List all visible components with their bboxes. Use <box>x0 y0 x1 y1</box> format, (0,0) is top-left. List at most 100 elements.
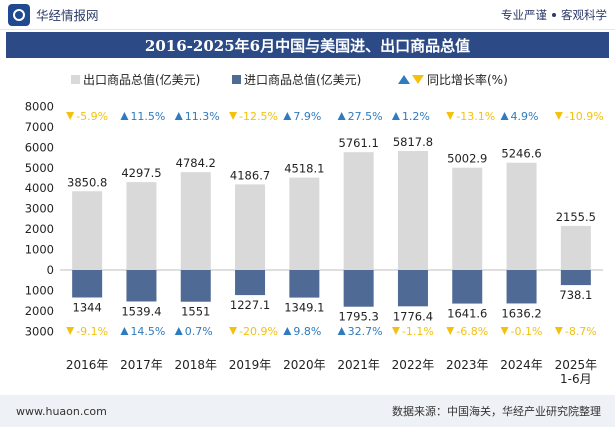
x-category-label: 2023年 <box>446 358 489 372</box>
import-value-label: 738.1 <box>559 288 592 302</box>
export-growth-label: 7.9% <box>293 110 321 123</box>
y-tick-label: 2000 <box>25 222 54 236</box>
legend-export-swatch <box>71 75 80 84</box>
export-growth-label: 27.5% <box>348 110 383 123</box>
legend-import-swatch <box>232 75 241 84</box>
import-bar <box>397 270 428 307</box>
export-growth-triangle-icon <box>391 112 400 120</box>
import-growth-label: 32.7% <box>348 325 383 338</box>
chart-title-bar: 2016-2025年6月中国与美国进、出口商品总值 <box>6 32 609 58</box>
legend-growth-label: 同比增长率(%) <box>427 72 508 87</box>
brand[interactable]: 华经情报网 <box>8 3 99 26</box>
x-category-label: 2020年 <box>283 358 326 372</box>
import-growth-triangle-icon <box>391 327 400 335</box>
import-growth-label: 0.7% <box>185 325 213 338</box>
footer-source: 数据来源：中国海关，华经产业研究院整理 <box>392 405 601 418</box>
footer-website[interactable]: www.huaon.com <box>16 404 107 418</box>
import-growth-triangle-icon <box>554 327 563 335</box>
export-bar <box>560 225 591 270</box>
import-bar <box>452 270 483 304</box>
export-growth-triangle-icon <box>337 112 346 120</box>
export-growth-label: -12.5% <box>239 110 278 123</box>
import-value-label: 1641.6 <box>447 307 487 321</box>
import-growth-label: -20.9% <box>239 325 278 338</box>
import-bar <box>289 270 320 298</box>
tag-professional: 专业严谨 <box>501 7 547 22</box>
y-tick-label: 1000 <box>25 243 54 257</box>
chart-title: 2016-2025年6月中国与美国进、出口商品总值 <box>144 36 471 55</box>
footer: www.huaon.com 数据来源：中国海关，华经产业研究院整理 <box>0 395 615 427</box>
import-value-label: 1551 <box>181 305 210 319</box>
import-value-label: 1776.4 <box>393 309 433 323</box>
export-growth-label: -5.9% <box>76 110 108 123</box>
export-bar <box>180 172 211 270</box>
export-growth-triangle-icon <box>66 112 75 120</box>
x-category-label: 2022年 <box>392 358 435 372</box>
import-growth-triangle-icon <box>337 327 346 335</box>
import-growth-triangle-icon <box>174 327 183 335</box>
x-category-label: 2017年 <box>120 358 163 372</box>
separator-dot-icon <box>552 12 556 17</box>
import-bar <box>506 270 537 304</box>
top-bar: 华经情报网 专业严谨 客观科学 <box>0 0 615 30</box>
y-tick-label: 8000 <box>25 99 54 113</box>
legend-import-label: 进口商品总值(亿美元) <box>244 72 361 87</box>
export-bar <box>452 167 483 270</box>
x-category-label: 2019年 <box>229 358 272 372</box>
import-value-label: 1795.3 <box>339 310 379 324</box>
export-bar <box>506 162 537 270</box>
export-value-label: 3850.8 <box>67 175 107 189</box>
import-value-label: 1539.4 <box>121 304 161 318</box>
import-growth-label: 14.5% <box>130 325 165 338</box>
import-value-label: 1636.2 <box>501 306 541 320</box>
import-growth-triangle-icon <box>229 327 238 335</box>
export-value-label: 4186.7 <box>230 168 270 182</box>
export-value-label: 5817.8 <box>393 135 433 149</box>
export-growth-triangle-icon <box>283 112 292 120</box>
import-growth-label: -9.1% <box>76 325 108 338</box>
export-growth-label: 4.9% <box>511 110 539 123</box>
legend: 出口商品总值(亿美元) 进口商品总值(亿美元) 同比增长率(%) <box>71 72 508 87</box>
export-value-label: 2155.5 <box>556 210 596 224</box>
import-growth-label: -8.7% <box>565 325 597 338</box>
export-value-label: 4297.5 <box>121 166 161 180</box>
y-tick-label: 3000 <box>25 202 54 216</box>
import-bar <box>126 270 157 302</box>
export-growth-triangle-icon <box>229 112 238 120</box>
export-growth-label: -13.1% <box>456 110 495 123</box>
legend-down-triangle-icon <box>412 75 424 84</box>
export-growth-triangle-icon <box>500 112 509 120</box>
export-bar <box>72 191 103 270</box>
export-growth-label: 1.2% <box>402 110 430 123</box>
import-value-label: 1344 <box>73 300 102 314</box>
import-growth-triangle-icon <box>66 327 75 335</box>
y-tick-label: 2000 <box>25 304 54 318</box>
y-tick-label: 4000 <box>25 181 54 195</box>
export-value-label: 4518.1 <box>284 162 324 176</box>
import-bar <box>235 270 266 296</box>
export-growth-triangle-icon <box>120 112 129 120</box>
chart-svg: 出口商品总值(亿美元) 进口商品总值(亿美元) 同比增长率(%) 8000 700… <box>25 72 604 386</box>
import-growth-triangle-icon <box>446 327 455 335</box>
export-value-label: 5246.6 <box>501 147 541 161</box>
import-growth-triangle-icon <box>500 327 509 335</box>
import-growth-triangle-icon <box>120 327 129 335</box>
export-growth-triangle-icon <box>174 112 183 120</box>
legend-export-label: 出口商品总值(亿美元) <box>83 72 200 87</box>
export-growth-triangle-icon <box>446 112 455 120</box>
export-bar <box>235 184 266 270</box>
y-tick-label: 5000 <box>25 161 54 175</box>
x-category-label: 2021年 <box>337 358 380 372</box>
import-growth-label: -1.1% <box>402 325 434 338</box>
tag-objective: 客观科学 <box>561 7 607 22</box>
y-tick-label: 3000 <box>25 324 54 338</box>
x-category-label: 1-6月 <box>560 372 592 386</box>
export-growth-label: 11.5% <box>130 110 165 123</box>
plot-area: 8000 7000 6000 5000 4000 3000 2000 1000 0 1000 200… <box>25 99 604 386</box>
export-growth-triangle-icon <box>554 112 563 120</box>
import-growth-label: -0.1% <box>511 325 543 338</box>
export-bar <box>397 151 428 270</box>
import-bar <box>180 270 211 302</box>
import-growth-label: -6.8% <box>456 325 488 338</box>
